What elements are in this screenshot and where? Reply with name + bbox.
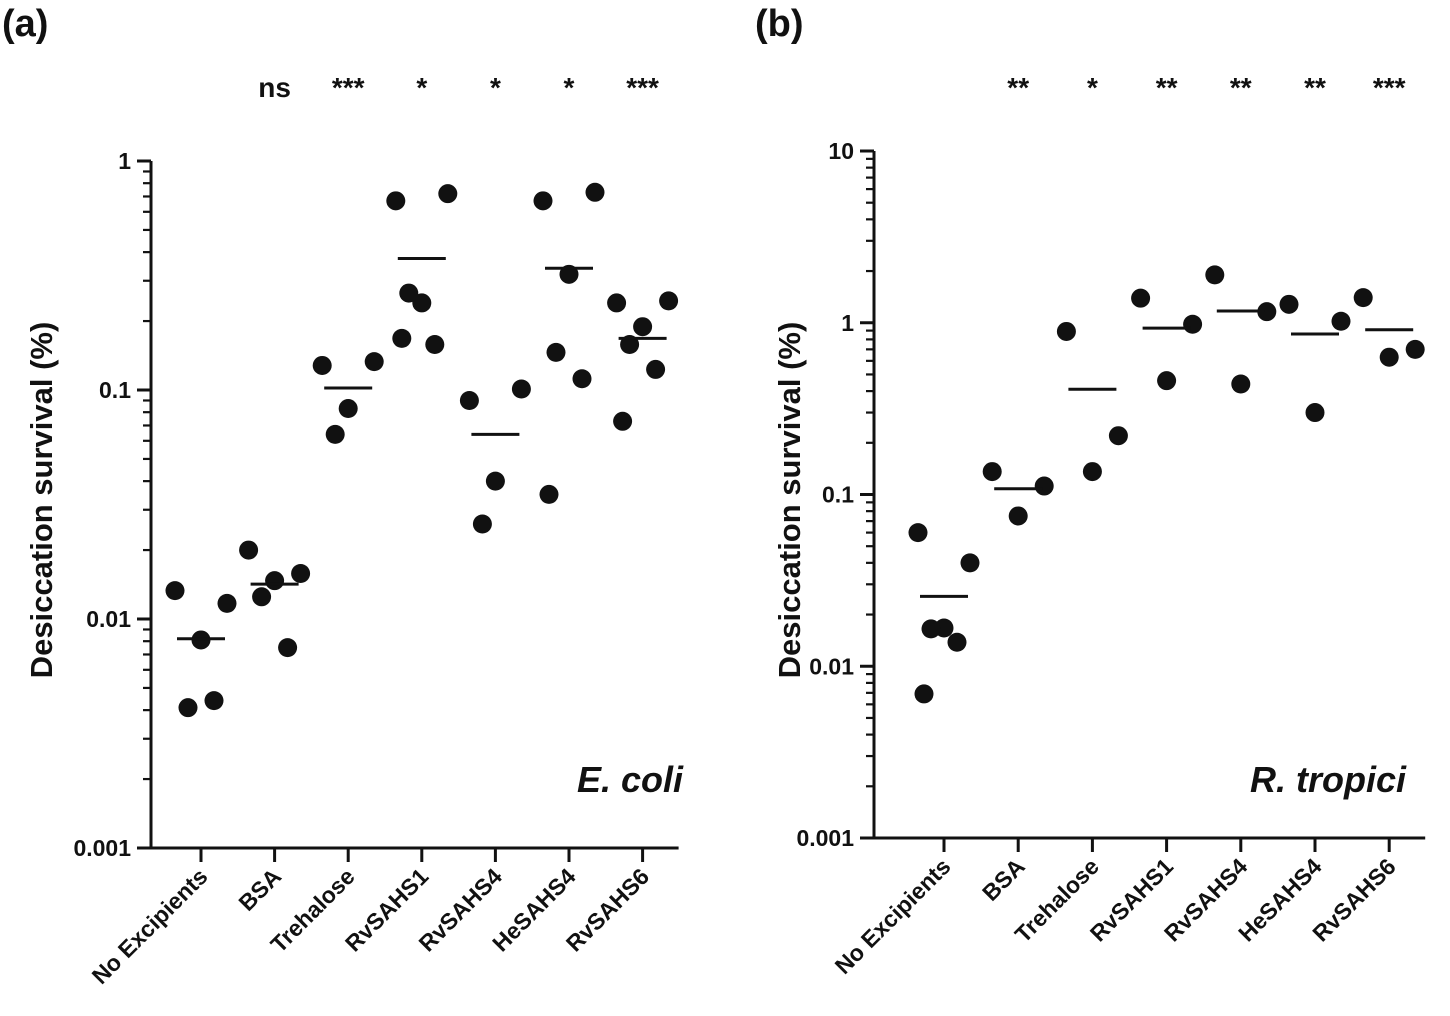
x-tick-label: No Excipients	[87, 863, 213, 989]
data-point	[982, 462, 1002, 482]
data-point	[386, 191, 406, 211]
significance-label: *	[490, 72, 501, 103]
x-tick-label: BSA	[233, 863, 286, 916]
data-point	[1183, 314, 1203, 334]
data-point	[1108, 426, 1128, 446]
y-axis-title: Desiccation survival (%)	[24, 322, 59, 679]
data-point	[1379, 347, 1399, 367]
y-tick-label: 0.001	[73, 835, 131, 861]
significance-label: *	[564, 72, 575, 103]
y-tick-label: 0.01	[809, 653, 854, 679]
data-point	[659, 291, 679, 311]
y-tick-label: 0.01	[86, 606, 131, 632]
significance-label: ***	[1373, 72, 1406, 103]
data-point	[633, 317, 653, 337]
y-tick-label: 1	[841, 310, 854, 336]
panel-label: (b)	[755, 3, 804, 45]
significance-label: **	[1230, 72, 1252, 103]
significance-label: **	[1304, 72, 1326, 103]
data-point	[572, 369, 592, 389]
significance-label: ***	[626, 72, 659, 103]
data-point	[459, 390, 479, 410]
data-point	[1257, 302, 1277, 322]
data-point	[1279, 294, 1299, 314]
data-point	[1331, 311, 1351, 331]
data-point	[1305, 403, 1325, 423]
data-point	[1008, 506, 1028, 526]
data-point	[485, 471, 505, 491]
data-point	[613, 411, 633, 431]
significance-label: ***	[332, 72, 365, 103]
data-point	[1353, 288, 1373, 308]
data-point	[1082, 462, 1102, 482]
panel-a-ecoli: (a) 0.001 0.01 0.1 1 Desiccation survival (%)…	[2, 3, 684, 989]
y-tick-label: 10	[828, 138, 854, 164]
data-point	[438, 184, 458, 204]
data-point	[1034, 476, 1054, 496]
data-point	[278, 638, 298, 658]
data-point	[539, 484, 559, 504]
data-point	[239, 540, 259, 560]
data-point	[607, 293, 627, 313]
significance-label: **	[1156, 72, 1178, 103]
organism-label: E. coli	[577, 759, 684, 800]
panel-b-rtropici: (b) 0.001 0.01 0.1 1 10 Desiccation survival (…	[755, 3, 1426, 979]
data-point	[338, 399, 358, 419]
data-point	[325, 424, 345, 444]
significance-label: **	[1007, 72, 1029, 103]
data-point	[178, 698, 198, 718]
y-tick-label: 1	[118, 148, 131, 174]
data-point	[291, 564, 311, 584]
data-point	[960, 553, 980, 573]
data-point	[412, 293, 432, 313]
data-point	[908, 523, 928, 543]
data-point	[204, 691, 224, 711]
data-point	[217, 593, 237, 613]
data-point	[646, 359, 666, 379]
data-point	[914, 684, 934, 704]
data-point	[1157, 371, 1177, 391]
data-point	[585, 182, 605, 202]
y-tick-label: 0.1	[822, 482, 854, 508]
data-point	[947, 632, 967, 652]
data-point	[265, 571, 285, 591]
data-point	[392, 328, 412, 348]
x-tick-label: BSA	[977, 853, 1030, 906]
data-point	[399, 283, 419, 303]
data-point	[312, 355, 332, 375]
y-axis-title: Desiccation survival (%)	[772, 322, 807, 679]
data-point	[546, 342, 566, 362]
data-point	[1056, 321, 1076, 341]
data-point	[472, 514, 492, 534]
data-point	[511, 379, 531, 399]
y-tick-label: 0.1	[99, 377, 131, 403]
organism-label: R. tropici	[1250, 759, 1407, 800]
data-point	[252, 587, 272, 607]
data-point	[533, 191, 553, 211]
data-point	[1231, 374, 1251, 394]
y-tick-label: 0.001	[796, 825, 854, 851]
significance-label: *	[1087, 72, 1098, 103]
data-point	[1405, 339, 1425, 359]
data-point	[425, 335, 445, 355]
data-point	[165, 581, 185, 601]
data-point	[1131, 288, 1151, 308]
x-tick-label: No Excipients	[830, 853, 956, 979]
data-point	[364, 352, 384, 372]
significance-label: *	[416, 72, 427, 103]
data-point	[1205, 265, 1225, 285]
significance-label: ns	[258, 72, 291, 103]
panel-label: (a)	[2, 3, 48, 45]
data-point	[921, 619, 941, 639]
